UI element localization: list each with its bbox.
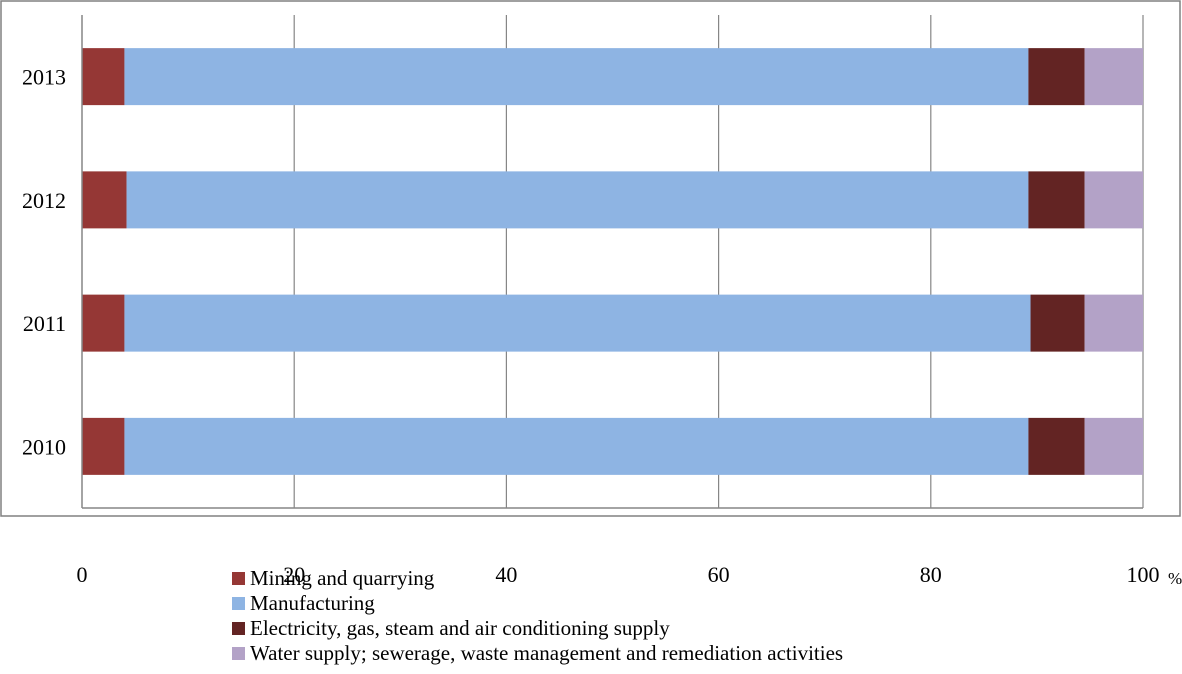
legend-swatch: [232, 647, 245, 660]
legend-label: Mining and quarrying: [250, 566, 435, 590]
legend-swatch: [232, 597, 245, 610]
x-tick-label-80: 80: [920, 562, 942, 587]
bar-2010-series-2: [124, 417, 1029, 475]
y-tick-labels: 2010 2011 2012 2013: [22, 65, 66, 460]
bar-2013-series-4: [1084, 48, 1143, 106]
bar-2012-series-2: [126, 171, 1029, 229]
bar-2013-series-3: [1028, 48, 1085, 106]
legend-swatch: [232, 622, 245, 635]
x-tick-label-40: 40: [495, 562, 517, 587]
x-tick-label-20: 20: [283, 562, 305, 587]
legend: Mining and quarrying Manufacturing Electri…: [232, 566, 843, 666]
bar-2013-series-1: [82, 48, 125, 106]
legend-item-1: Mining and quarrying: [232, 566, 843, 591]
x-tick-label-60: 60: [708, 562, 730, 587]
legend-label: Manufacturing: [250, 591, 375, 615]
x-unit-label: %: [1168, 569, 1182, 588]
bars: [82, 48, 1143, 475]
legend-item-3: Electricity, gas, steam and air conditio…: [232, 616, 843, 641]
x-tick-label-0: 0: [77, 562, 88, 587]
x-tick-labels: 0 20 40 60 80 100: [77, 562, 1160, 587]
bar-2011-series-4: [1084, 294, 1143, 352]
legend-label: Electricity, gas, steam and air conditio…: [250, 616, 670, 640]
bar-2011-series-3: [1030, 294, 1085, 352]
bar-2012-series-3: [1028, 171, 1085, 229]
legend-item-4: Water supply; sewerage, waste management…: [232, 641, 843, 666]
y-tick-label-2010: 2010: [22, 434, 66, 459]
bar-2011-series-2: [124, 294, 1031, 352]
x-tick-label-100: 100: [1127, 562, 1160, 587]
bar-2010-series-1: [82, 417, 125, 475]
y-tick-label-2012: 2012: [22, 188, 66, 213]
bar-2010-series-4: [1084, 417, 1143, 475]
bar-2013-series-2: [124, 48, 1029, 106]
legend-swatch: [232, 572, 245, 585]
legend-item-2: Manufacturing: [232, 591, 843, 616]
bar-2012-series-1: [82, 171, 127, 229]
bar-2012-series-4: [1084, 171, 1143, 229]
bar-2010-series-3: [1028, 417, 1085, 475]
bar-2011-series-1: [82, 294, 125, 352]
y-tick-label-2011: 2011: [23, 311, 66, 336]
y-tick-label-2013: 2013: [22, 65, 66, 90]
legend-label: Water supply; sewerage, waste management…: [250, 641, 844, 665]
